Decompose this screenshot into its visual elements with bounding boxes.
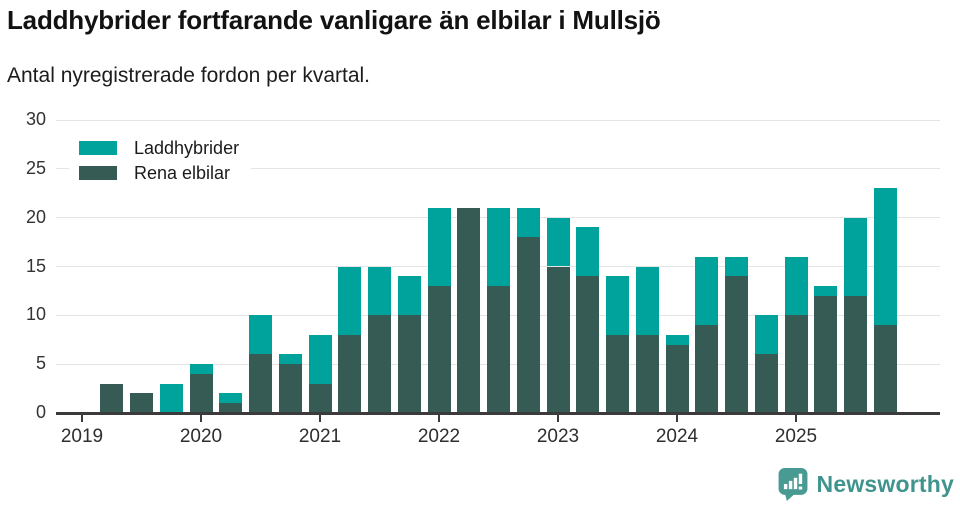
bar-segment-rena-elbilar [249,354,272,413]
bar-segment-rena-elbilar [368,315,391,413]
x-axis-tick-2022 [438,414,440,422]
x-axis-label-2023: 2023 [536,426,580,447]
bar-segment-rena-elbilar [814,295,838,413]
x-axis-tick-2024 [676,414,678,422]
chart-legend: Laddhybrider Rena elbilar [69,133,252,195]
bar-segment-rena-elbilar [189,373,213,413]
x-axis-tick-2023 [557,414,559,422]
bar-segment-laddhybrider [784,256,808,316]
bar-segment-laddhybrider [308,334,332,384]
x-axis-label-2021: 2021 [298,426,342,447]
x-axis-tick-2025 [795,414,797,422]
bar-segment-laddhybrider [635,266,659,335]
y-axis-label-0: 0 [35,402,46,422]
bar-segment-laddhybrider [397,276,421,316]
bar-segment-rena-elbilar [873,325,897,413]
bar-segment-rena-elbilar [100,383,124,413]
bar-segment-rena-elbilar [278,364,302,413]
bar-segment-laddhybrider [189,364,213,374]
bar-segment-rena-elbilar [338,334,362,413]
bar-segment-rena-elbilar [308,383,332,413]
gridline-y-25 [56,168,940,170]
x-axis-label-2022: 2022 [417,426,461,447]
bar-segment-rena-elbilar [219,403,243,413]
bar-segment-laddhybrider [546,217,570,267]
x-axis-label-2020: 2020 [179,426,223,447]
y-axis-label-30: 30 [25,109,46,129]
bar-segment-rena-elbilar [457,207,481,413]
bar-segment-rena-elbilar [516,237,540,413]
legend-swatch-laddhybrider [79,141,117,155]
bar-segment-rena-elbilar [606,334,629,413]
bar-segment-laddhybrider [487,207,510,287]
x-axis-tick-2021 [319,414,321,422]
bar-segment-laddhybrider [814,286,838,296]
y-axis-label-10: 10 [25,304,46,325]
bar-segment-laddhybrider [219,393,243,404]
bar-segment-laddhybrider [725,256,748,277]
bar-segment-rena-elbilar [784,315,808,413]
bar-segment-laddhybrider [695,256,719,326]
y-axis-label-25: 25 [25,157,46,178]
bar-segment-rena-elbilar [665,344,689,413]
x-axis-tick-2020 [200,414,202,422]
bar-segment-rena-elbilar [427,286,451,413]
legend-label-rena-elbilar: Rena elbilar [134,163,231,183]
bar-segment-laddhybrider [665,334,689,345]
bar-segment-laddhybrider [159,383,183,413]
y-axis-label-5: 5 [35,353,46,374]
bar-segment-rena-elbilar [725,276,748,413]
chart-title: Laddhybrider fortfarande vanligare än el… [7,5,661,35]
y-axis-label-15: 15 [25,255,46,276]
newsworthy-branding: Newsworthy [778,468,954,501]
newsworthy-logo-text: Newsworthy [816,471,954,497]
bar-segment-laddhybrider [576,227,600,277]
bar-segment-laddhybrider [516,207,540,238]
bar-segment-rena-elbilar [695,325,719,413]
bar-segment-laddhybrider [606,276,629,335]
x-axis-line [56,411,940,415]
y-axis-label-20: 20 [25,206,46,227]
chart-subtitle: Antal nyregistrerade fordon per kvartal. [7,64,371,87]
bar-chart-speech-bubble-icon [778,468,807,501]
bar-segment-laddhybrider [338,266,362,335]
bar-segment-laddhybrider [754,315,778,355]
legend-item-laddhybrider: Laddhybrider [79,138,240,158]
gridline-y-30 [56,119,940,121]
bar-segment-rena-elbilar [130,393,153,413]
legend-item-rena-elbilar: Rena elbilar [79,163,239,183]
bar-segment-rena-elbilar [397,315,421,413]
x-axis-label-2025: 2025 [774,426,818,447]
bar-segment-laddhybrider [844,217,867,296]
bar-segment-rena-elbilar [754,354,778,413]
legend-swatch-rena-elbilar [79,166,117,180]
bar-segment-laddhybrider [278,354,302,365]
x-axis-tick-2019 [81,414,83,422]
bar-segment-laddhybrider [249,315,272,355]
bar-segment-rena-elbilar [487,286,510,413]
bar-segment-rena-elbilar [576,276,600,413]
bar-segment-rena-elbilar [546,266,570,413]
bar-segment-laddhybrider [873,188,897,326]
x-axis-label-2019: 2019 [60,426,104,447]
bar-segment-rena-elbilar [635,334,659,413]
x-axis-label-2024: 2024 [655,426,699,447]
legend-label-laddhybrider: Laddhybrider [134,138,240,158]
bar-segment-rena-elbilar [844,295,867,413]
bar-segment-laddhybrider [427,207,451,287]
bar-segment-laddhybrider [368,266,391,316]
